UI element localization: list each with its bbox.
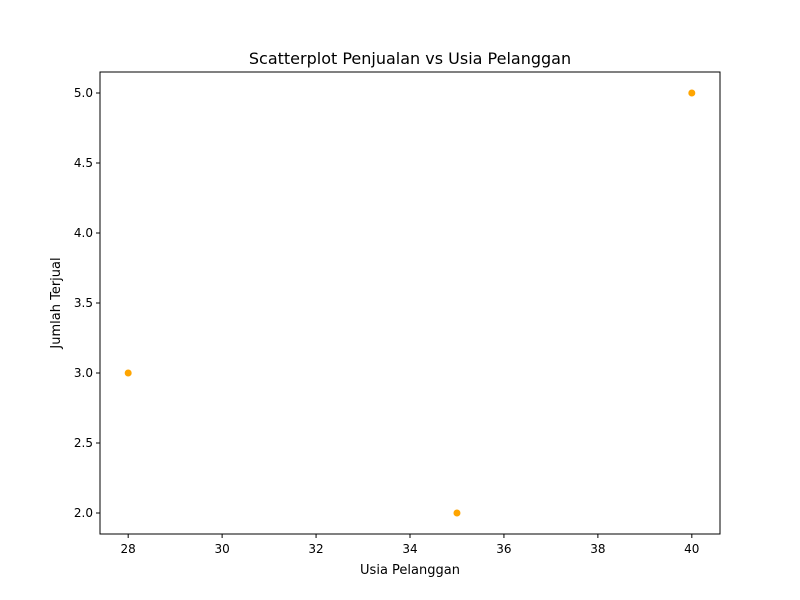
axis-ticks: 28 30 32 34 36 38 40 2.0 2.5 3.0 3.5 4.0 4.5 5.0 — [74, 86, 700, 556]
x-tick-label: 32 — [308, 542, 323, 556]
y-tick-label: 3.0 — [74, 366, 93, 380]
y-tick-label: 3.5 — [74, 296, 93, 310]
x-tick-label: 30 — [214, 542, 229, 556]
x-axis-label: Usia Pelanggan — [360, 563, 460, 578]
x-tick-label: 36 — [496, 542, 511, 556]
y-axis-label: Jumlah Terjual — [49, 257, 64, 349]
y-tick-label: 4.5 — [74, 156, 93, 170]
y-tick-label: 2.5 — [74, 436, 93, 450]
chart-title: Scatterplot Penjualan vs Usia Pelanggan — [249, 49, 571, 68]
data-point — [688, 89, 696, 97]
x-tick-label: 38 — [590, 542, 605, 556]
y-tick-label: 4.0 — [74, 226, 93, 240]
data-points — [124, 89, 696, 517]
data-point — [124, 369, 132, 377]
x-tick-label: 34 — [402, 542, 417, 556]
data-point — [453, 509, 461, 517]
x-tick-label: 28 — [121, 542, 136, 556]
plot-frame — [99, 71, 721, 535]
y-tick-label: 2.0 — [74, 506, 93, 520]
y-tick-label: 5.0 — [74, 86, 93, 100]
x-tick-label: 40 — [684, 542, 699, 556]
